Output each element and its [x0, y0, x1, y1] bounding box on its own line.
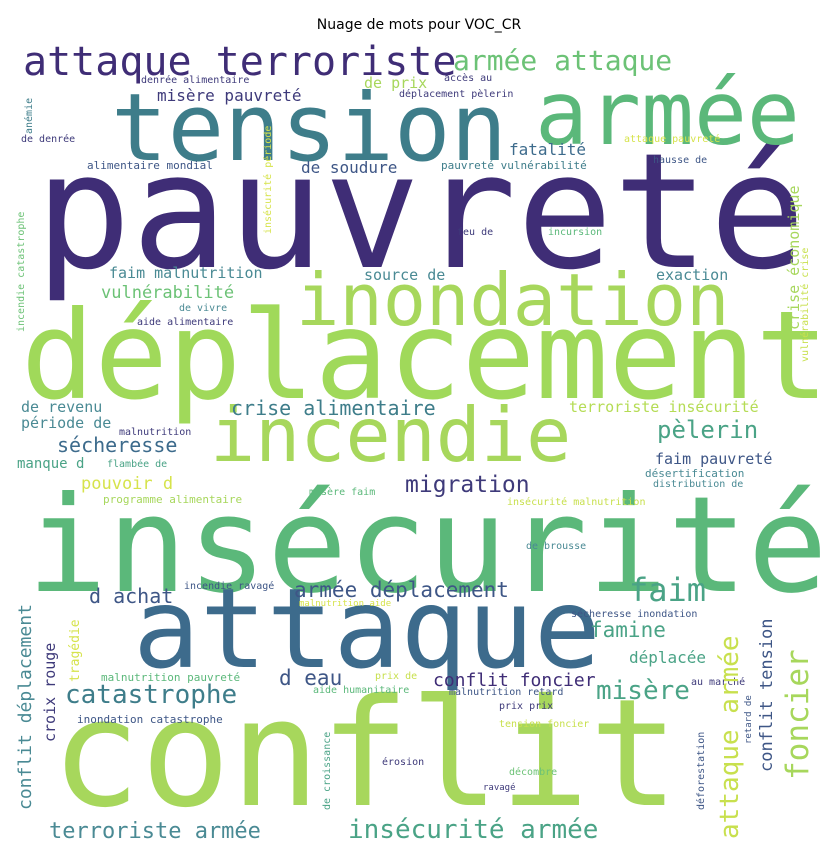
word-terroriste-insecurite: terroriste insécurité: [569, 398, 759, 416]
word-catastrophe: catastrophe: [65, 680, 238, 710]
word-armee-attaque: armée attaque: [453, 44, 673, 77]
word-anemie: anémie: [24, 97, 35, 134]
word-de-revenu: de revenu: [21, 398, 103, 416]
word-malnutrition: malnutrition: [119, 427, 192, 438]
word-pelerin: pèlerin: [657, 416, 759, 444]
word-desertification: désertification: [645, 467, 745, 480]
word-inondation: inondation: [296, 258, 730, 342]
word-conflit: conflit: [51, 668, 679, 841]
word-retard-de: retard de: [744, 695, 754, 744]
word-aide-humanitaire: aide humanitaire: [313, 685, 410, 696]
word-malnutrition-aide: malnutrition aide: [299, 599, 392, 609]
word-insecurite-malnutrition: insécurité malnutrition: [507, 497, 646, 508]
word-exaction: exaction: [656, 266, 729, 284]
word-aide-alimentaire: aide alimentaire: [137, 317, 234, 328]
word-croix-rouge: croix rouge: [41, 642, 59, 742]
word-hausse-de: hausse de: [653, 155, 708, 166]
chart-title: Nuage de mots pour VOC_CR: [316, 17, 522, 33]
word-faim: faim: [629, 571, 707, 609]
word-attaque-terroriste: attaque terroriste: [23, 42, 457, 85]
word-de-vivre: de vivre: [179, 303, 228, 314]
word-acces-au: accès au: [444, 73, 493, 84]
word-armee: armée: [535, 62, 800, 165]
word-inondation-catastrophe: inondation catastrophe: [77, 713, 223, 726]
word-cloud: pauvreté déplacement insécurité conflit …: [13, 42, 826, 854]
word-malnutrition-pauvrete: malnutrition pauvreté: [101, 671, 241, 684]
word-insecurite-armee: insécurité armée: [348, 815, 599, 845]
word-conflit-tension: conflit tension: [757, 618, 777, 772]
word-attaque: attaque: [133, 565, 601, 694]
word-au-marche: au marché: [691, 677, 746, 688]
word-vulnerabilite: vulnérabilité: [101, 283, 235, 303]
word-attaque-armee: attaque armée: [715, 635, 745, 840]
word-d-achat: d achat: [89, 584, 174, 608]
word-incendie-ravage: incendie ravagé: [184, 581, 275, 592]
word-deplacement-pelerin: déplacement pèlerin: [399, 89, 514, 100]
word-foncier: foncier: [780, 649, 816, 780]
word-feu-de: feu de: [457, 227, 494, 238]
word-ravage: ravagé: [483, 783, 516, 793]
word-prix-prix: prix prix: [499, 701, 554, 712]
word-pauvrete-vulnerabilite: pauvreté vulnérabilité: [441, 159, 587, 172]
word-attaque-pauvrete: attaque pauvreté: [624, 134, 721, 145]
word-pouvoir-d: pouvoir d: [81, 474, 174, 494]
word-faim-pauvrete: faim pauvreté: [655, 450, 773, 468]
word-deplacement: déplacement: [21, 285, 826, 427]
word-de-brousse: de brousse: [526, 541, 587, 552]
word-insecurite-periode: insécurité période: [263, 125, 274, 234]
word-alimentaire-mondial: alimentaire mondial: [87, 159, 213, 172]
word-prix-de: prix de: [375, 671, 418, 682]
word-decombre: décombre: [509, 767, 558, 778]
word-misere-faim: misère faim: [309, 487, 376, 498]
word-deforestation: déforestation: [696, 731, 707, 810]
word-denree-alimentaire: denrée alimentaire: [141, 75, 250, 86]
word-distribution-de: distribution de: [653, 479, 744, 490]
word-programme-alimentaire: programme alimentaire: [103, 493, 243, 506]
word-manque-d: manque d: [17, 456, 85, 472]
word-secheresse: sécheresse: [57, 433, 178, 457]
word-tension: tension: [111, 74, 508, 183]
word-fatalite: fatalité: [509, 140, 587, 159]
word-incendie-catastrophe: incendie catastrophe: [16, 211, 27, 332]
word-de-denree: de denrée: [21, 134, 76, 145]
word-erosion: érosion: [382, 757, 425, 768]
word-de-prix: de prix: [364, 74, 428, 92]
word-source-de: source de: [364, 266, 446, 284]
word-de-croissance: de croissance: [322, 731, 333, 810]
word-migration: migration: [405, 472, 530, 498]
word-d-eau: d eau: [279, 666, 343, 690]
word-armee-deplacement: armée déplacement: [294, 578, 509, 602]
word-pauvrete: pauvreté: [35, 118, 806, 305]
word-crise-alimentaire: crise alimentaire: [231, 396, 436, 420]
word-tension-foncier: tension foncier: [499, 719, 590, 730]
word-malnutrition-retard: malnutrition retard: [449, 687, 564, 698]
word-periode-de: période de: [21, 414, 112, 432]
word-conflit-foncier: conflit foncier: [433, 670, 596, 691]
word-deplacee: déplacée: [629, 648, 707, 667]
word-de-soudure: de soudure: [301, 158, 398, 177]
word-conflit-deplacement: conflit déplacement: [15, 604, 36, 810]
word-incendie: incendie: [210, 391, 572, 479]
word-flambee-de: flambée de: [107, 459, 168, 470]
word-misere-pauvrete: misère pauvreté: [157, 86, 302, 105]
word-famine: famine: [590, 618, 666, 642]
word-tragedie: tragédie: [68, 619, 83, 682]
word-secheresse-inondation: sécheresse inondation: [571, 609, 698, 620]
word-insecurite: insécurité: [27, 469, 826, 623]
word-vulnerabilite-crise: vulnérabilité crise: [800, 247, 811, 362]
word-incursion: incursion: [548, 227, 603, 238]
word-faim-malnutrition: faim malnutrition: [109, 264, 263, 282]
word-misere: misère: [596, 676, 690, 706]
word-terroriste-armee: terroriste armée: [49, 819, 261, 844]
